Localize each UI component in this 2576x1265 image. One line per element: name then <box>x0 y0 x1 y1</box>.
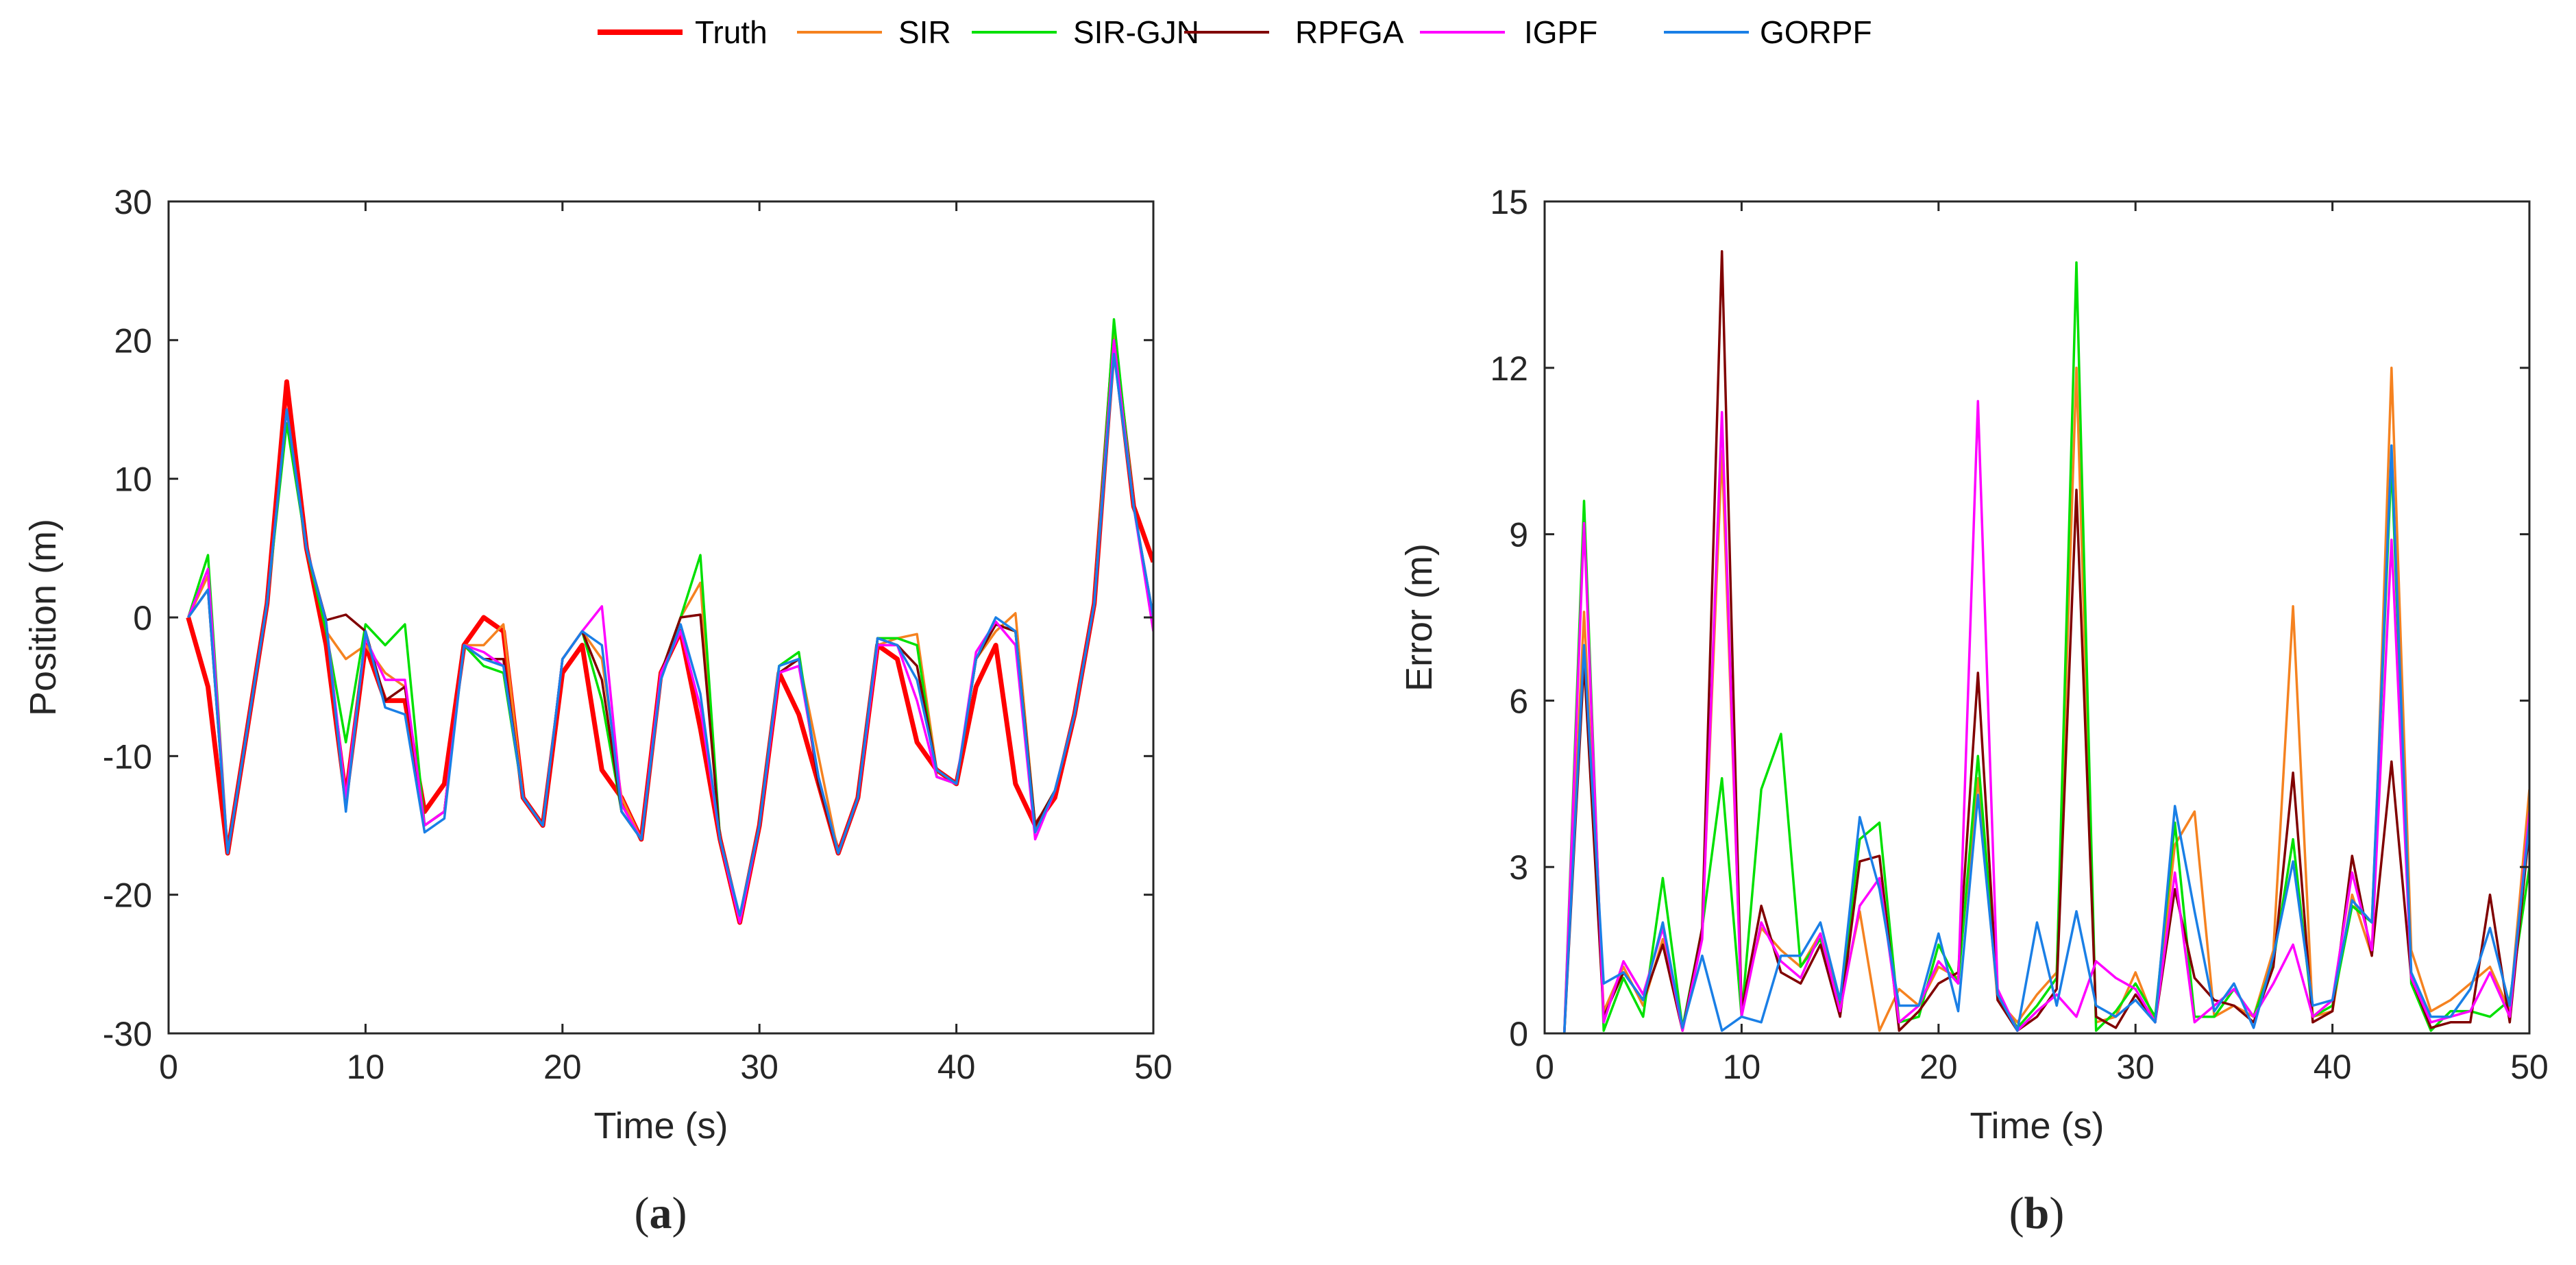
axes-box <box>1543 200 2531 1035</box>
panel-a-position-chart: 0 10 20 30 40 50 -30 -20 -10 0 10 20 30 Time (s) Posit… <box>23 183 1173 1238</box>
x-tick-label: 20 <box>1919 1048 1958 1086</box>
y-tick-label: -10 <box>103 737 152 776</box>
y-axis-label: Position (m) <box>23 519 64 716</box>
legend-label-sir-gjn: SIR-GJN <box>1073 14 1199 50</box>
x-tick-label: 0 <box>159 1048 178 1086</box>
x-tick-label: 10 <box>1723 1048 1761 1086</box>
series-group <box>1562 250 2529 1033</box>
legend-label-sir: SIR <box>898 14 951 50</box>
panel-label: (a) <box>635 1188 687 1238</box>
legend-label-igpf: IGPF <box>1524 14 1597 50</box>
x-tick-label: 50 <box>1134 1048 1173 1086</box>
y-tick-label: 20 <box>114 321 152 360</box>
legend-label-gorpf: GORPF <box>1760 14 1872 50</box>
series-line-gorpf <box>187 352 1153 917</box>
x-tick-label: 20 <box>543 1048 582 1086</box>
legend-label-rpfga: RPFGA <box>1295 14 1404 50</box>
y-tick-label: 9 <box>1509 516 1528 554</box>
y-axis-label: Error (m) <box>1399 543 1440 691</box>
legend: Truth SIR SIR-GJN RPFGA IGPF GORPF <box>598 14 1872 50</box>
x-tick-label: 30 <box>2116 1048 2155 1086</box>
x-tick-label: 10 <box>347 1048 385 1086</box>
y-tick-label: 12 <box>1490 349 1528 388</box>
y-tick-label: 0 <box>1509 1015 1528 1053</box>
y-tick-label: 6 <box>1509 682 1528 720</box>
x-axis-label: Time (s) <box>1970 1105 2105 1146</box>
series-line-gorpf <box>1562 444 2529 1033</box>
plot-area <box>169 201 1153 1033</box>
legend-label-truth: Truth <box>695 14 768 50</box>
x-tick-label: 40 <box>937 1048 976 1086</box>
series-line-igpf <box>1562 400 2529 1033</box>
x-tick-label: 40 <box>2314 1048 2352 1086</box>
panel-label: (b) <box>2009 1188 2065 1238</box>
y-tick-label: 0 <box>133 599 152 637</box>
series-group <box>186 318 1153 925</box>
y-tick-label: -20 <box>103 876 152 915</box>
x-tick-label: 30 <box>740 1048 778 1086</box>
x-tick-label: 0 <box>1535 1048 1554 1086</box>
y-tick-label: -30 <box>103 1015 152 1053</box>
y-tick-label: 10 <box>114 460 152 499</box>
x-axis-label: Time (s) <box>594 1105 728 1146</box>
x-tick-label: 50 <box>2510 1048 2549 1086</box>
plot-area <box>1545 201 2529 1033</box>
y-tick-label: 30 <box>114 183 152 221</box>
y-tick-label: 3 <box>1509 848 1528 887</box>
panel-b-error-chart: 0 10 20 30 40 50 0 3 6 9 12 15 Time (s) Error (m) (b) <box>1399 183 2549 1238</box>
series-line-rpfga <box>187 339 1153 924</box>
y-tick-label: 15 <box>1490 183 1528 221</box>
